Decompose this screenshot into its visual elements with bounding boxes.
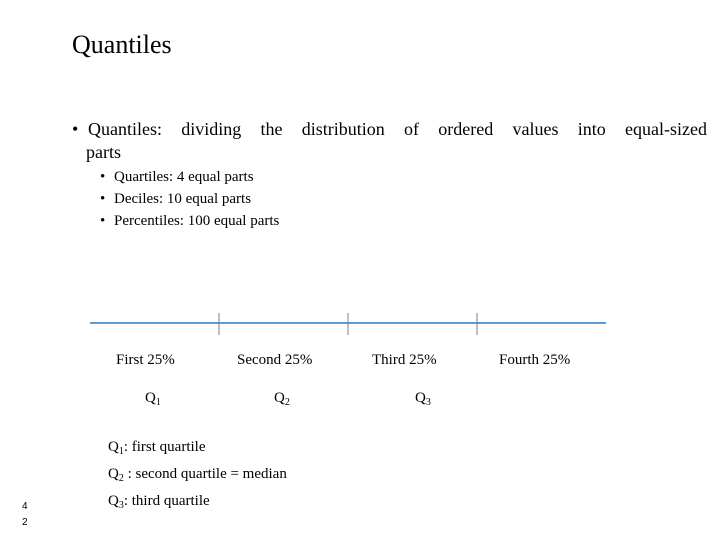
bullet-dot: • [100, 169, 106, 185]
page-number: 4 2 [22, 501, 28, 528]
legend-item-q2: Q2 : second quartile = median [108, 466, 287, 484]
bullet-dot: • [100, 191, 106, 207]
main-bullet-line1: Quantiles: dividing the distribution of … [88, 119, 707, 139]
legend-item-q1: Q1: first quartile [108, 439, 206, 457]
segment-label-first: First 25% [116, 352, 175, 368]
sub-bullet-item: • Deciles: 10 equal parts [100, 188, 279, 210]
segment-label-third: Third 25% [372, 352, 437, 368]
bullet-dot: • [100, 213, 106, 229]
sub-bullet-item: • Quartiles: 4 equal parts [100, 166, 279, 188]
main-bullet: • Quantiles: dividing the distribution of… [72, 118, 712, 164]
segment-label-second: Second 25% [237, 352, 313, 368]
segment-label-fourth: Fourth 25% [499, 352, 571, 368]
main-bullet-line2: parts [86, 142, 121, 162]
quartile-label-q2: Q2 [274, 390, 290, 408]
slide-title: Quantiles [72, 30, 172, 59]
sub-bullet-list: • Quartiles: 4 equal parts • Deciles: 10 e… [100, 166, 279, 232]
quartile-label-q1: Q1 [145, 390, 161, 408]
quartile-legend: Q1: first quartile Q2 : second quartile … [108, 436, 287, 517]
quartile-label-q3: Q3 [415, 390, 431, 408]
legend-item-q3: Q3: third quartile [108, 493, 210, 511]
bullet-dot: • [72, 119, 79, 139]
sub-bullet-item: • Percentiles: 100 equal parts [100, 210, 279, 232]
